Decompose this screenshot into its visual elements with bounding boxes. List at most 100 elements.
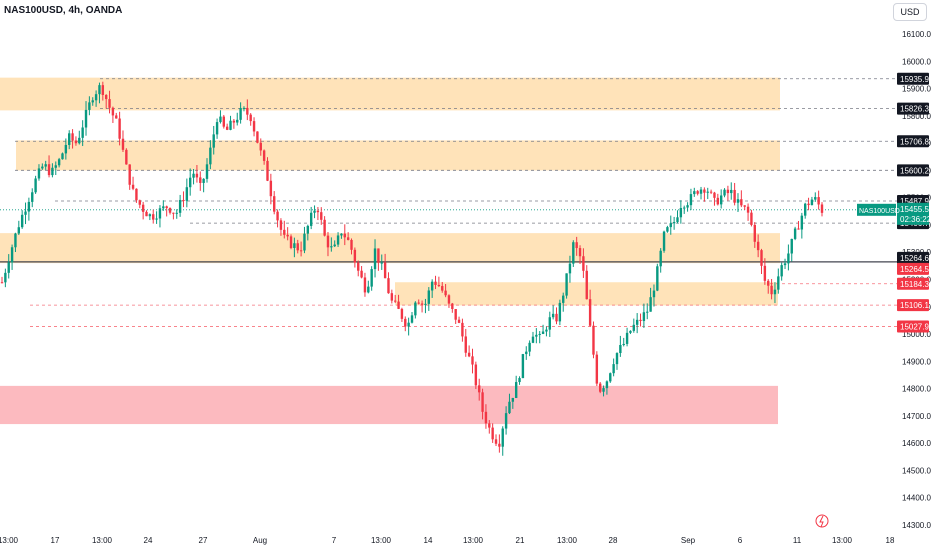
candle-body[interactable] — [750, 212, 753, 225]
candle-body[interactable] — [676, 217, 679, 223]
candle-body[interactable] — [242, 107, 246, 109]
candle-body[interactable] — [256, 131, 259, 143]
candle-body[interactable] — [158, 208, 162, 219]
candle-body[interactable] — [293, 243, 296, 248]
candle-body[interactable] — [37, 168, 41, 179]
candle-body[interactable] — [61, 153, 64, 160]
candle-body[interactable] — [185, 187, 189, 201]
candle-body[interactable] — [484, 411, 488, 424]
candle-body[interactable] — [646, 311, 649, 313]
candle-body[interactable] — [518, 378, 521, 383]
candle-body[interactable] — [612, 364, 615, 374]
candle-body[interactable] — [346, 237, 350, 240]
candle-body[interactable] — [639, 319, 642, 322]
candle-body[interactable] — [417, 302, 420, 304]
candle-body[interactable] — [498, 443, 501, 447]
candle-body[interactable] — [357, 262, 360, 271]
zone-orange[interactable] — [0, 77, 780, 111]
candle-body[interactable] — [84, 109, 88, 128]
candle-body[interactable] — [767, 280, 770, 286]
candle-body[interactable] — [595, 354, 599, 384]
candle-body[interactable] — [252, 121, 256, 132]
candle-body[interactable] — [713, 192, 716, 198]
candle-body[interactable] — [236, 119, 239, 123]
candle-body[interactable] — [528, 342, 531, 352]
candle-body[interactable] — [447, 295, 451, 304]
candle-body[interactable] — [175, 212, 178, 214]
candle-body[interactable] — [410, 315, 414, 323]
candle-body[interactable] — [551, 313, 555, 318]
candle-body[interactable] — [619, 345, 622, 354]
candle-body[interactable] — [121, 138, 125, 150]
candle-body[interactable] — [162, 206, 165, 209]
candle-body[interactable] — [387, 278, 390, 294]
zone-red[interactable] — [0, 385, 778, 425]
candle-body[interactable] — [165, 206, 168, 209]
candle-body[interactable] — [763, 265, 767, 281]
candle-body[interactable] — [31, 192, 34, 202]
candle-body[interactable] — [404, 318, 407, 327]
candle-body[interactable] — [656, 266, 659, 291]
candle-body[interactable] — [709, 191, 713, 193]
candle-body[interactable] — [215, 122, 219, 135]
candle-body[interactable] — [225, 126, 229, 130]
candle-body[interactable] — [24, 211, 27, 215]
candle-body[interactable] — [360, 270, 363, 278]
candle-body[interactable] — [572, 242, 575, 264]
candle-body[interactable] — [434, 281, 437, 285]
candle-body[interactable] — [212, 134, 215, 148]
candle-body[interactable] — [202, 178, 205, 183]
candle-body[interactable] — [514, 382, 518, 398]
candle-body[interactable] — [279, 220, 283, 230]
candle-body[interactable] — [232, 120, 236, 123]
candle-body[interactable] — [330, 246, 333, 248]
candle-body[interactable] — [44, 164, 47, 167]
candle-body[interactable] — [306, 225, 310, 234]
candle-body[interactable] — [108, 99, 111, 108]
candle-body[interactable] — [783, 263, 787, 266]
candle-body[interactable] — [141, 204, 145, 212]
candle-body[interactable] — [81, 127, 84, 138]
currency-button[interactable]: USD — [893, 3, 927, 21]
candle-body[interactable] — [152, 214, 155, 220]
candle-body[interactable] — [538, 333, 541, 335]
candle-body[interactable] — [430, 281, 434, 291]
candle-body[interactable] — [525, 351, 528, 355]
candle-body[interactable] — [343, 233, 346, 238]
candle-body[interactable] — [363, 277, 367, 293]
candle-body[interactable] — [182, 199, 185, 201]
candle-body[interactable] — [148, 214, 152, 217]
candle-body[interactable] — [424, 303, 427, 305]
candle-body[interactable] — [373, 248, 377, 270]
candle-body[interactable] — [773, 289, 777, 295]
candle-body[interactable] — [649, 297, 652, 312]
candle-body[interactable] — [320, 212, 323, 220]
candle-body[interactable] — [491, 427, 494, 440]
candle-body[interactable] — [20, 214, 24, 228]
candle-body[interactable] — [481, 392, 484, 412]
candle-body[interactable] — [377, 248, 380, 263]
candle-body[interactable] — [793, 228, 797, 239]
candle-body[interactable] — [548, 317, 551, 330]
candle-body[interactable] — [629, 330, 632, 333]
candle-body[interactable] — [672, 222, 676, 224]
candle-body[interactable] — [642, 312, 646, 322]
candle-body[interactable] — [803, 203, 807, 216]
candle-body[interactable] — [531, 336, 535, 343]
candle-body[interactable] — [299, 250, 303, 252]
candle-body[interactable] — [336, 235, 340, 245]
candle-body[interactable] — [266, 160, 269, 181]
candle-body[interactable] — [508, 401, 511, 414]
candle-body[interactable] — [635, 319, 639, 325]
candle-body[interactable] — [68, 133, 71, 145]
candle-body[interactable] — [219, 116, 222, 123]
candle-body[interactable] — [14, 233, 17, 248]
candle-body[interactable] — [41, 166, 44, 169]
candle-body[interactable] — [283, 229, 286, 235]
candle-body[interactable] — [511, 397, 515, 402]
candle-body[interactable] — [558, 302, 562, 322]
candle-body[interactable] — [706, 191, 709, 193]
candle-body[interactable] — [286, 234, 289, 237]
candle-body[interactable] — [820, 204, 824, 213]
